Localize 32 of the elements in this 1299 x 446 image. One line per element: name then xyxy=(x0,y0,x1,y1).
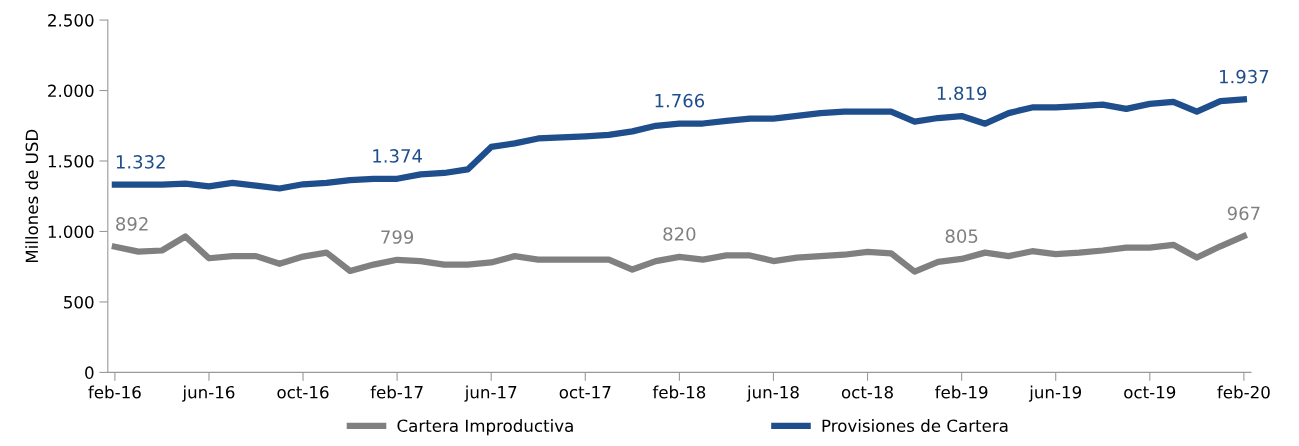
y-axis-title: Millones de USD xyxy=(25,129,39,263)
data-label: 1.332 xyxy=(116,155,165,169)
x-tick-label: feb-17 xyxy=(370,385,423,399)
x-tick-label: feb-16 xyxy=(88,385,141,399)
data-label: 820 xyxy=(663,227,696,241)
x-tick-label: feb-20 xyxy=(1217,385,1270,399)
x-tick-label: jun-17 xyxy=(464,385,517,402)
x-tick-label: oct-17 xyxy=(559,386,611,399)
legend-label: Provisiones de Cartera xyxy=(822,419,1008,433)
x-tick-label: jun-16 xyxy=(182,385,235,402)
data-label: 1.766 xyxy=(655,93,705,108)
data-label: 1.819 xyxy=(937,86,987,101)
y-tick-label: 500 xyxy=(64,295,94,309)
y-tick-label: 2.000 xyxy=(48,84,94,98)
x-tick-label: oct-18 xyxy=(841,385,893,399)
x-tick-label: oct-16 xyxy=(277,385,329,399)
legend-label: Cartera Improductiva xyxy=(397,419,573,436)
x-tick-label: feb-19 xyxy=(935,385,988,399)
data-label: 799 xyxy=(381,230,414,244)
data-label: 892 xyxy=(116,217,148,231)
data-label: 967 xyxy=(1227,206,1260,221)
x-tick-label: jun-18 xyxy=(746,385,799,402)
x-tick-label: oct-19 xyxy=(1124,385,1176,399)
data-label: 805 xyxy=(945,229,978,243)
x-tick-label: jun-19 xyxy=(1028,385,1082,402)
y-tick-label: 1.500 xyxy=(48,154,94,168)
data-label: 1.937 xyxy=(1220,69,1269,84)
x-tick-label: feb-18 xyxy=(652,385,706,399)
data-label: 1.374 xyxy=(373,149,422,163)
y-tick-label: 2.500 xyxy=(48,14,94,27)
y-tick-label: 1.000 xyxy=(48,225,94,239)
y-tick-label: 0 xyxy=(85,366,94,379)
